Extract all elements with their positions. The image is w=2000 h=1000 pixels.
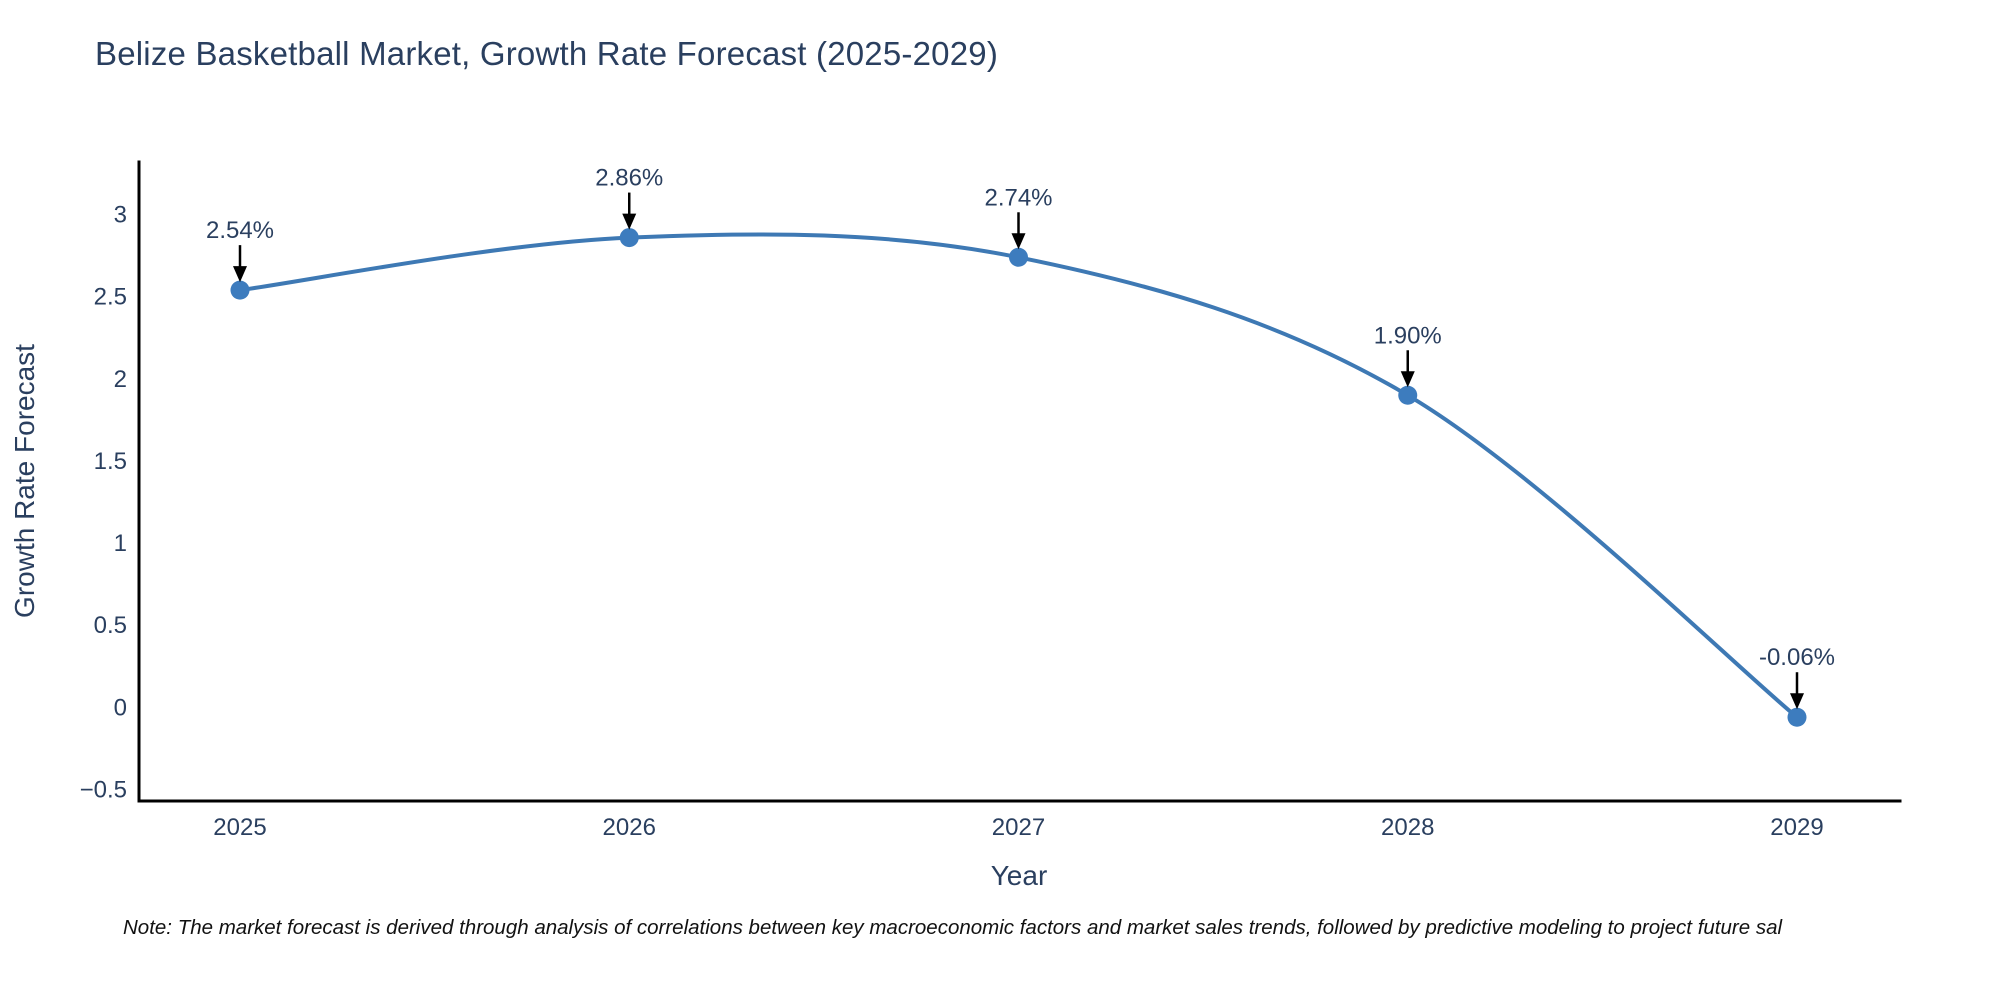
annotation-label: 2.86%	[595, 165, 663, 192]
data-point-marker[interactable]	[1009, 247, 1028, 267]
y-tick-label: 2	[114, 366, 127, 393]
annotation-arrowhead	[1790, 693, 1804, 710]
annotations-layer: 2.54% 2.86% 2.74% 1.90% -0.06%	[206, 165, 1835, 710]
annotation-label: 1.90%	[1374, 322, 1442, 349]
axes-layer	[137, 160, 1902, 803]
x-tick-label: 2026	[603, 814, 656, 841]
annotation-label: 2.74%	[984, 184, 1052, 211]
x-tick-label: 2029	[1770, 814, 1823, 841]
y-tick-label: 0.5	[94, 612, 127, 639]
x-tick-label: 2025	[213, 814, 266, 841]
x-tick-label: 2028	[1381, 814, 1434, 841]
y-tick-label: 1	[114, 530, 127, 557]
chart-title: Belize Basketball Market, Growth Rate Fo…	[95, 35, 999, 72]
y-tick-label: 2.5	[94, 284, 127, 311]
chart-note: Note: The market forecast is derived thr…	[123, 916, 1783, 939]
trace-layer	[230, 228, 1807, 727]
annotation-arrowhead	[1400, 371, 1415, 388]
x-axis-title: Year	[991, 860, 1048, 891]
data-point-marker[interactable]	[1787, 707, 1807, 727]
y-axis-title: Growth Rate Forecast	[9, 344, 40, 618]
annotation-arrowhead	[1011, 233, 1026, 250]
data-point-marker[interactable]	[230, 280, 250, 300]
y-tick-label: 0	[114, 694, 127, 721]
annotation-label: -0.06%	[1759, 644, 1835, 671]
forecast-spline	[239, 232, 1799, 719]
x-tick-label: 2027	[992, 814, 1045, 841]
y-tick-label: 3	[114, 202, 127, 229]
y-tick-label: 1.5	[94, 448, 127, 475]
data-point-marker[interactable]	[619, 228, 639, 248]
y-tick-label: −0.5	[80, 777, 127, 804]
annotation-arrowhead	[622, 213, 637, 230]
tick-labels-layer: 3 2.5 2 1.5 1 0.5 0 −0.5 2025 2026 2027 2028 2029	[80, 202, 1824, 841]
annotation-label: 2.54%	[206, 217, 274, 244]
data-point-marker[interactable]	[1398, 385, 1418, 405]
annotation-arrowhead	[233, 266, 247, 283]
